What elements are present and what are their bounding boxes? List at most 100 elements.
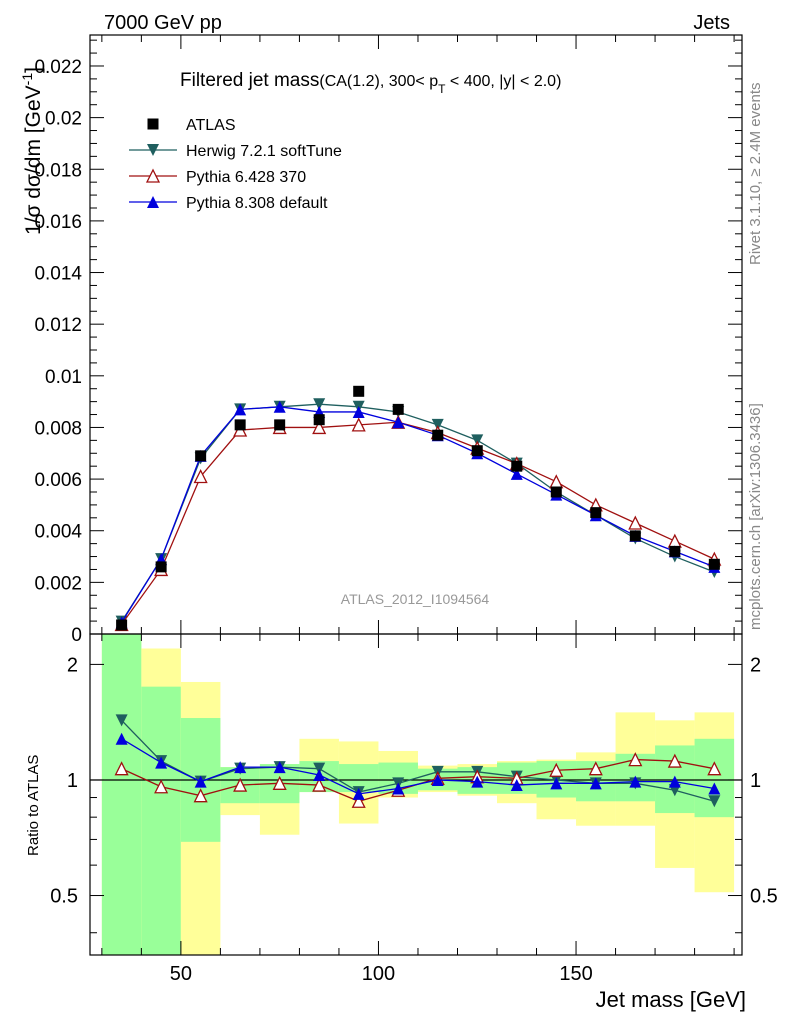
data-point bbox=[392, 416, 405, 429]
data-point bbox=[145, 168, 161, 183]
data-point bbox=[147, 196, 159, 208]
data-point bbox=[668, 775, 681, 788]
data-point bbox=[313, 398, 326, 411]
data-point bbox=[313, 769, 326, 782]
data-point bbox=[628, 752, 643, 767]
data-point bbox=[590, 507, 602, 519]
ratio-panel-series bbox=[114, 714, 722, 808]
legend-entry: Herwig 7.2.1 softTune bbox=[129, 143, 342, 160]
data-point bbox=[707, 761, 722, 776]
ratio-uncertainty-bands bbox=[101, 634, 735, 955]
y-tick-label: 0.012 bbox=[34, 315, 82, 336]
data-point bbox=[667, 533, 682, 548]
data-point bbox=[588, 761, 603, 776]
ratio-axis-ticks: 0.5 0.5 1 1 2 2 50 100 150 bbox=[50, 634, 778, 985]
legend-label: Herwig 7.2.1 softTune bbox=[186, 143, 342, 160]
data-point bbox=[392, 782, 405, 795]
data-point bbox=[471, 775, 484, 788]
data-point bbox=[510, 779, 523, 792]
data-point bbox=[273, 400, 286, 413]
rivet-label: Rivet 3.1.10, ≥ 2.4M events bbox=[747, 83, 764, 266]
legend-label: ATLAS bbox=[186, 117, 236, 134]
data-point bbox=[313, 762, 326, 775]
data-point bbox=[511, 460, 523, 472]
data-point bbox=[708, 782, 721, 795]
data-point bbox=[193, 469, 208, 484]
legend-entry: Pythia 6.428 370 bbox=[129, 168, 306, 186]
y-tick-label: 0.022 bbox=[34, 57, 82, 78]
y-tick-label: 0 bbox=[71, 625, 82, 646]
ratio-series-line bbox=[121, 738, 715, 795]
ratio-series-line bbox=[121, 719, 715, 802]
y-tick-label: 0.02 bbox=[45, 109, 82, 130]
ratio-y-tick-label-right: 2 bbox=[750, 654, 761, 676]
legend-label: Pythia 6.428 370 bbox=[186, 169, 306, 186]
band-inner bbox=[141, 686, 181, 955]
mcplots-label: mcplots.cern.ch [arXiv:1306.3436] bbox=[747, 403, 764, 630]
data-point bbox=[313, 414, 325, 426]
data-point bbox=[114, 761, 129, 776]
data-point bbox=[667, 753, 682, 768]
y-tick-label: 0.016 bbox=[34, 212, 82, 233]
series-atlas bbox=[116, 385, 720, 631]
ratio-panel-frame bbox=[89, 633, 743, 956]
data-point bbox=[392, 403, 404, 415]
data-point bbox=[155, 561, 167, 573]
data-point bbox=[471, 445, 483, 457]
series-line bbox=[121, 403, 715, 622]
y-tick-label: 0.008 bbox=[34, 418, 82, 439]
series-line bbox=[121, 421, 715, 625]
data-point bbox=[352, 405, 365, 418]
ratio-y-tick-label-right: 0.5 bbox=[750, 886, 778, 908]
data-point bbox=[234, 761, 247, 774]
y-tick-label: 0.014 bbox=[34, 264, 82, 285]
data-point bbox=[193, 788, 208, 803]
data-point bbox=[669, 545, 681, 557]
chart-title-sub-suffix: < 400, |y| < 2.0) bbox=[445, 73, 561, 90]
x-axis-label: Jet mass [GeV] bbox=[596, 987, 746, 1012]
chart-title-sub-sub: T bbox=[438, 82, 446, 96]
data-point bbox=[708, 558, 720, 570]
x-tick-label: 100 bbox=[362, 963, 395, 985]
x-tick-label: 50 bbox=[170, 963, 192, 985]
main-axis-ticks: 0 0.002 0.004 0.006 0.008 0.01 0.012 0.014 0.016… bbox=[34, 35, 742, 646]
band-inner bbox=[101, 634, 142, 955]
data-point bbox=[351, 793, 366, 808]
main-panel-series bbox=[114, 385, 722, 632]
chart-title-main: Filtered jet mass bbox=[180, 70, 319, 91]
data-point bbox=[549, 474, 564, 489]
header-right: Jets bbox=[693, 12, 730, 34]
data-point bbox=[272, 775, 287, 790]
legend-entry: Pythia 8.308 default bbox=[129, 195, 328, 212]
data-point bbox=[549, 762, 564, 777]
data-point bbox=[352, 787, 365, 800]
data-point bbox=[116, 619, 128, 631]
data-point bbox=[708, 795, 721, 808]
y-tick-label: 0.004 bbox=[34, 522, 82, 543]
data-point bbox=[312, 777, 327, 792]
y-axis-label-main-text: 1/σ dσ/dm [GeV bbox=[22, 85, 45, 235]
y-tick-label: 0.002 bbox=[34, 573, 82, 594]
legend: ATLAS Herwig 7.2.1 softTune Pythia 6.428 3… bbox=[129, 117, 342, 212]
data-point bbox=[234, 419, 246, 431]
data-point bbox=[629, 530, 641, 542]
series-line bbox=[121, 406, 715, 623]
data-point bbox=[154, 779, 169, 794]
data-point bbox=[471, 434, 484, 447]
data-point bbox=[510, 467, 523, 480]
y-tick-label: 0.01 bbox=[45, 367, 82, 388]
data-point bbox=[115, 714, 128, 727]
data-point bbox=[628, 515, 643, 530]
ratio-y-tick-label-left: 2 bbox=[67, 654, 78, 676]
data-point bbox=[274, 419, 286, 431]
data-point bbox=[115, 732, 128, 745]
ratio-y-tick-label-left: 0.5 bbox=[50, 886, 78, 908]
y-tick-label: 0.006 bbox=[34, 470, 82, 491]
data-point bbox=[353, 385, 365, 397]
data-point bbox=[432, 429, 444, 441]
ratio-series-pythia-8-308-default bbox=[115, 732, 721, 800]
data-point bbox=[351, 417, 366, 432]
chart-title-sub-prefix: (CA(1.2), 300< p bbox=[319, 73, 438, 90]
data-point bbox=[629, 775, 642, 788]
